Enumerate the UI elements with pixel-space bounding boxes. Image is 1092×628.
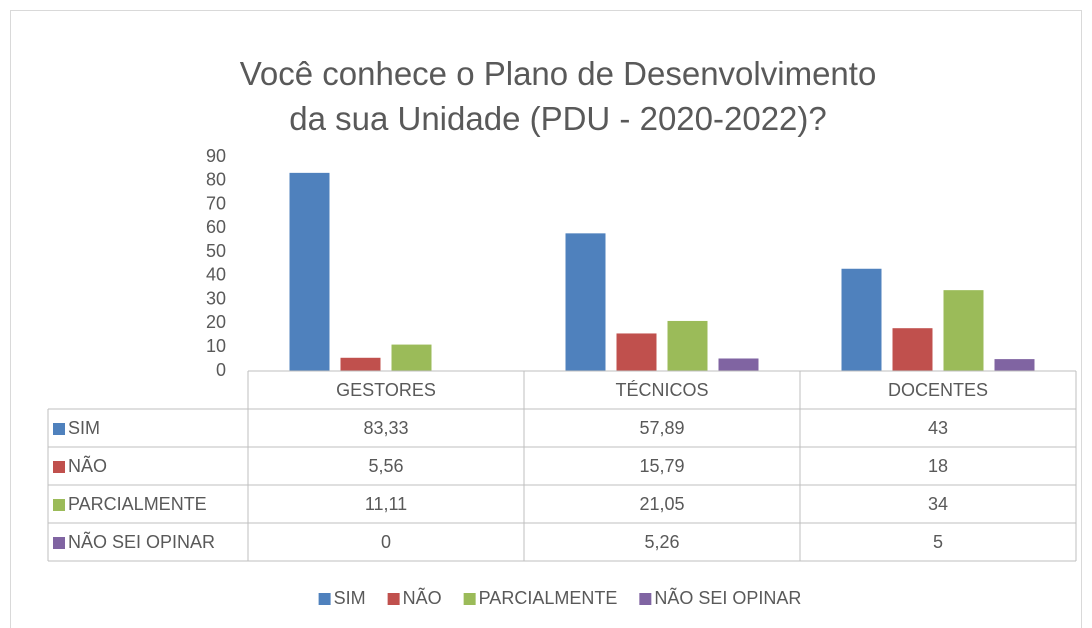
bar (340, 357, 381, 371)
table-value: 5 (933, 532, 943, 552)
y-tick-label: 70 (206, 193, 226, 213)
table-value: 5,56 (368, 456, 403, 476)
table-row-label: SIM (68, 418, 100, 438)
table-value: 34 (928, 494, 948, 514)
legend-swatch (463, 593, 476, 605)
bar (565, 233, 606, 371)
x-tick-label: DOCENTES (888, 380, 988, 400)
bar (667, 320, 708, 371)
bar (289, 172, 330, 371)
bar (892, 328, 933, 371)
legend-label: NÃO (403, 587, 442, 608)
legend-swatch (53, 537, 65, 549)
table-value: 83,33 (363, 418, 408, 438)
table-value: 57,89 (639, 418, 684, 438)
legend-swatch (53, 461, 65, 473)
bar (718, 358, 759, 371)
table-value: 0 (381, 532, 391, 552)
y-tick-label: 50 (206, 241, 226, 261)
table-value: 43 (928, 418, 948, 438)
table-value: 11,11 (365, 494, 407, 514)
legend-swatch (53, 499, 65, 511)
chart-title: Você conhece o Plano de Desenvolvimento d… (240, 55, 877, 137)
y-tick-label: 40 (206, 265, 226, 285)
legend-label: PARCIALMENTE (479, 588, 618, 608)
bar (943, 290, 984, 371)
table-row-label: PARCIALMENTE (68, 494, 207, 514)
bar (841, 268, 882, 371)
legend-swatch (387, 593, 400, 605)
table-row-label: NÃO (68, 455, 107, 476)
legend-swatch (639, 593, 652, 605)
bar (391, 344, 432, 371)
bar (616, 333, 657, 371)
table-value: 5,26 (644, 532, 679, 552)
legend-label: SIM (334, 588, 366, 608)
y-tick-label: 30 (206, 288, 226, 308)
chart-frame (10, 10, 1082, 628)
table-row-label: NÃO SEI OPINAR (68, 531, 215, 552)
y-tick-label: 20 (206, 312, 226, 332)
x-tick-label: TÉCNICOS (615, 380, 708, 400)
legend-swatch (318, 593, 331, 605)
legend-swatch (53, 423, 65, 435)
y-tick-label: 10 (206, 336, 226, 356)
bar (994, 359, 1035, 371)
y-tick-label: 0 (216, 360, 226, 380)
table-value: 21,05 (639, 494, 684, 514)
y-tick-label: 60 (206, 217, 226, 237)
legend-label: NÃO SEI OPINAR (654, 587, 801, 608)
table-value: 18 (928, 456, 948, 476)
y-tick-label: 90 (206, 146, 226, 166)
table-value: 15,79 (639, 456, 684, 476)
x-tick-label: GESTORES (336, 380, 436, 400)
y-tick-label: 80 (206, 170, 226, 190)
